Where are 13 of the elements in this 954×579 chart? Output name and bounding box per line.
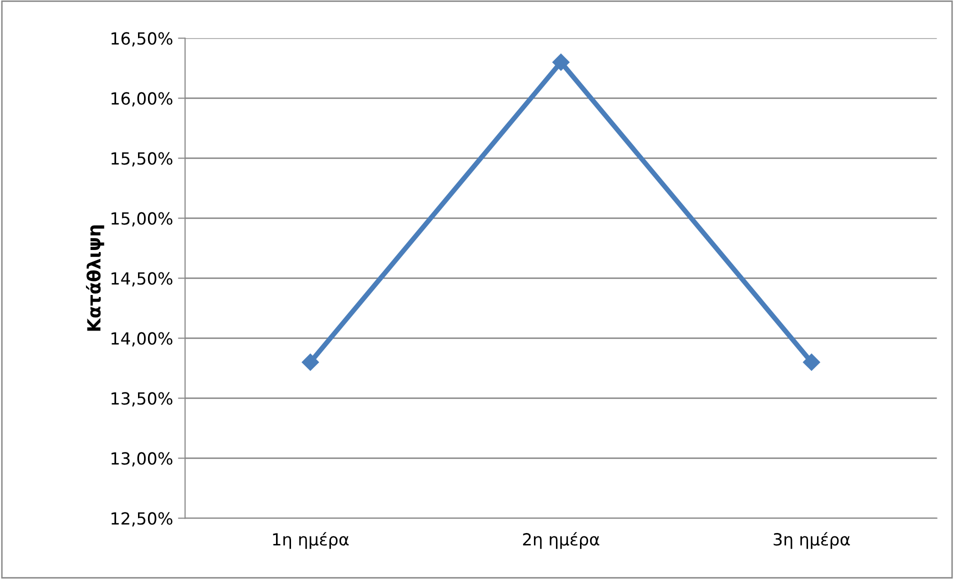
x-tick-label: 2η ημέρα [523,532,600,549]
y-tick-label: 16,00% [112,92,172,106]
y-tick-label: 12,50% [112,512,172,526]
y-tick-label: 15,00% [112,212,172,226]
y-tick-label: 15,50% [112,152,172,166]
y-tick-label: 16,50% [112,32,172,46]
y-tick-label: 13,00% [112,452,172,466]
y-tick-label: 13,50% [112,392,172,406]
y-tick-label: 14,50% [112,272,172,286]
x-tick-label: 3η ημέρα [774,532,850,549]
y-axis-title: Κατάθλιψη [86,225,104,331]
y-tick-label: 14,00% [112,332,172,346]
x-tick-label: 1η ημέρα [273,532,349,549]
